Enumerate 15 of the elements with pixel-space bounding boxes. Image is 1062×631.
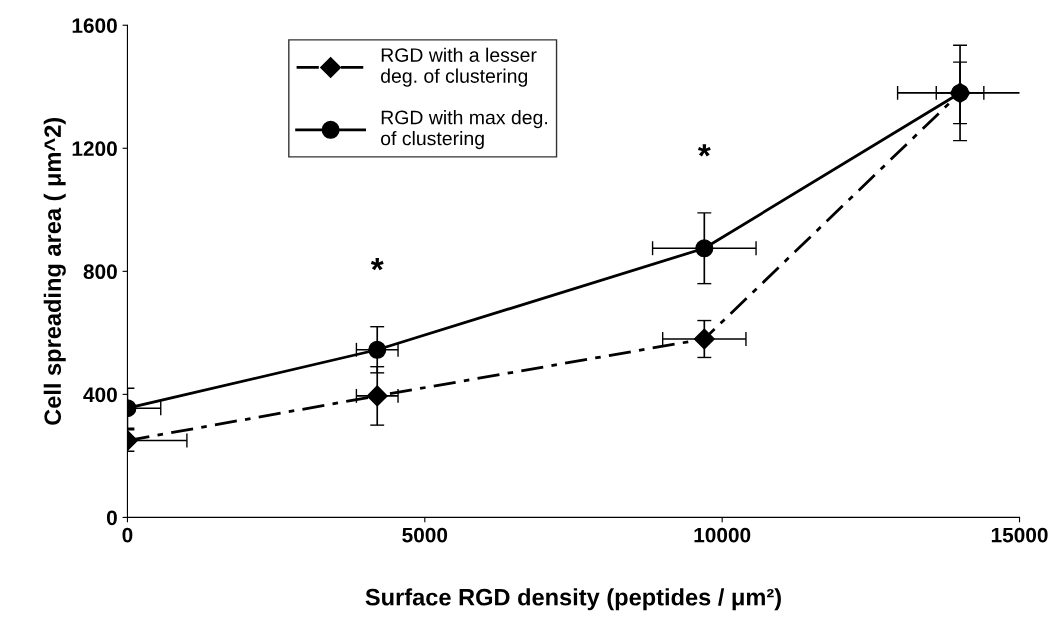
x-tick-label: 10000 — [694, 527, 751, 543]
y-tick-label: 800 — [83, 264, 117, 280]
y-tick-label: 1200 — [72, 141, 117, 157]
annotation: * — [697, 144, 711, 157]
x-axis-title: Surface RGD density (peptides / μm²) — [365, 588, 781, 611]
legend-label: RGD with a lesser deg. of clustering — [381, 47, 537, 87]
x-tick-label: 15000 — [991, 527, 1048, 543]
annotation: * — [370, 257, 384, 271]
legend-label: RGD with max deg. of clustering — [381, 110, 547, 150]
y-tick-label: 400 — [83, 387, 117, 403]
x-tick-label: 0 — [122, 527, 133, 543]
y-axis-title: Cell spreading area ( μm^2) — [43, 117, 66, 425]
y-tick-label: 0 — [106, 510, 117, 526]
y-tick-label: 1600 — [72, 18, 117, 33]
x-tick-label: 5000 — [402, 527, 448, 543]
